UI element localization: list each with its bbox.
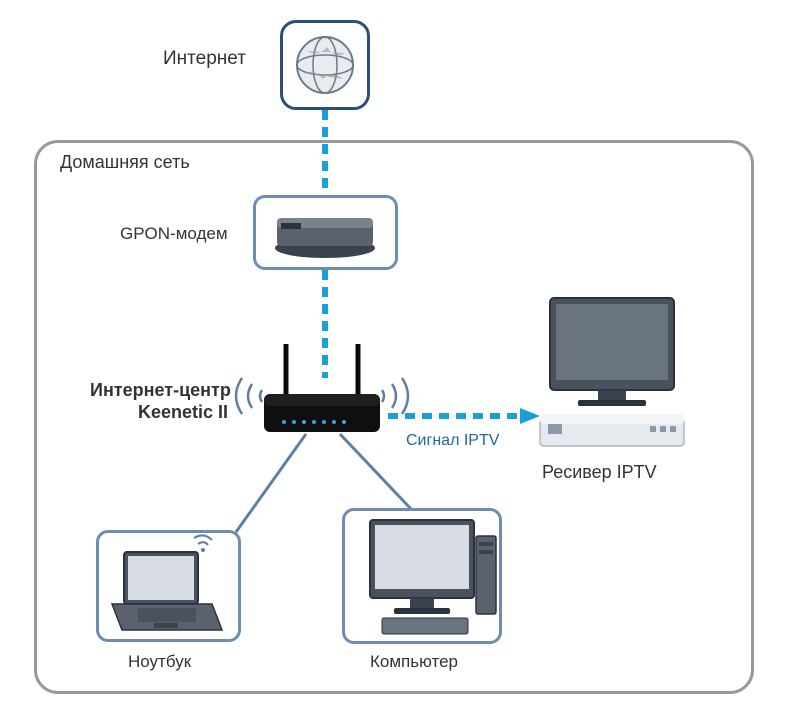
computer-label: Компьютер — [370, 652, 458, 672]
iptv-signal-label: Сигнал IPTV — [406, 432, 499, 450]
laptop-label: Ноутбук — [128, 652, 191, 672]
laptop-node-box — [96, 530, 241, 642]
modem-label: GPON-модем — [120, 224, 228, 244]
router-label-1: Интернет-центр — [90, 380, 231, 401]
iptv-receiver-label: Ресивер IPTV — [542, 462, 657, 483]
internet-label: Интернет — [163, 48, 246, 70]
internet-node-box — [280, 20, 370, 110]
router-label-2: Keenetic II — [138, 402, 228, 423]
home-network-label: Домашняя сеть — [60, 152, 190, 173]
computer-node-box — [342, 508, 502, 644]
modem-node-box — [253, 195, 398, 270]
